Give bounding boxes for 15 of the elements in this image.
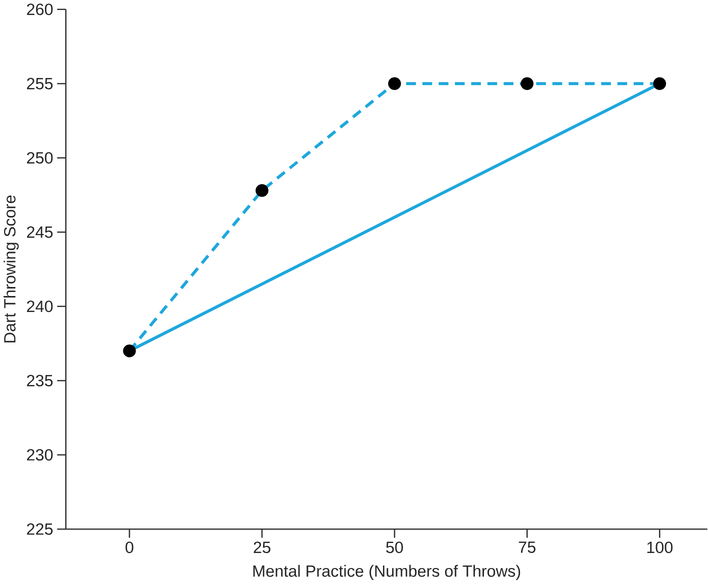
x-tick-label: 50 bbox=[386, 542, 403, 554]
y-tick-label: 250 bbox=[27, 152, 53, 164]
y-tick-label: 260 bbox=[27, 4, 53, 16]
x-tick-label: 0 bbox=[126, 542, 134, 554]
y-tick-label: 235 bbox=[27, 375, 53, 387]
x-tick-label: 25 bbox=[254, 542, 270, 554]
y-tick-label: 230 bbox=[27, 449, 53, 461]
y-tick-label: 255 bbox=[27, 78, 53, 90]
x-axis-title: Mental Practice (Numbers of Throws) bbox=[253, 565, 520, 580]
x-tick-label: 100 bbox=[647, 542, 673, 554]
y-tick-label: 225 bbox=[27, 524, 53, 536]
x-tick-label: 75 bbox=[518, 542, 536, 554]
y-tick-label: 245 bbox=[27, 226, 53, 238]
y-tick-label: 240 bbox=[27, 300, 53, 312]
y-axis-title: Dart Throwing Score bbox=[4, 196, 19, 343]
